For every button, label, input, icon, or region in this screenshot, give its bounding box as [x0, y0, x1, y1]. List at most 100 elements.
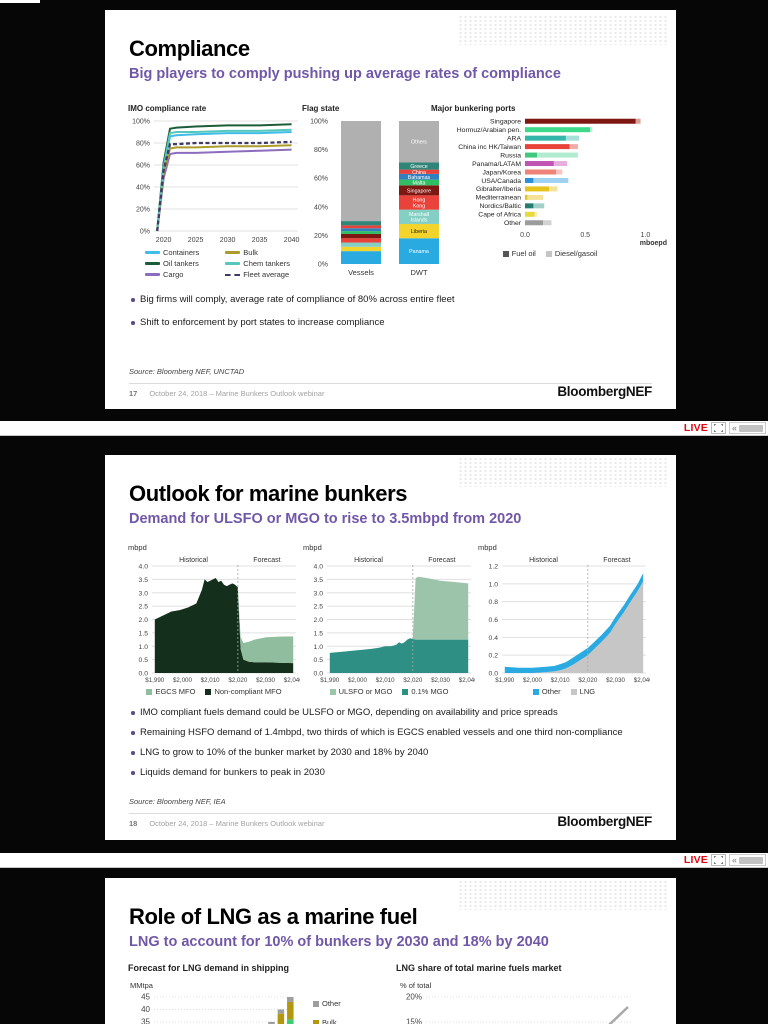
mgo-demand-plot: 0.0 0.5 1.0 1.5 2.0 2.5 3.0 3.5 4.0 Historical For…: [303, 553, 475, 685]
svg-text:Singapore: Singapore: [407, 188, 431, 194]
svg-text:80%: 80%: [136, 141, 150, 148]
lng-demand-forecast-plot: 051015202530354045: [128, 993, 303, 1024]
collapse-icon[interactable]: «: [731, 854, 737, 865]
svg-text:Gibralter/Iberia: Gibralter/Iberia: [476, 186, 521, 193]
svg-text:0.6: 0.6: [489, 617, 499, 624]
legend-swatch: [145, 273, 160, 276]
slide-title: Compliance: [129, 36, 250, 61]
legend-swatch: [145, 262, 160, 265]
legend-swatch: [502, 250, 509, 257]
y-axis-unit: mbpd: [478, 543, 497, 552]
chart-title: Forecast for LNG demand in shipping: [128, 963, 290, 973]
svg-text:Japan/Korea: Japan/Korea: [482, 169, 521, 176]
live-player-bar: LIVE «: [0, 421, 768, 436]
legend-label: Fuel oil: [511, 249, 536, 258]
chart-title: IMO compliance rate: [128, 104, 207, 113]
svg-text:Russia: Russia: [500, 152, 521, 159]
svg-text:2.5: 2.5: [314, 604, 324, 611]
svg-text:$1,990: $1,990: [145, 677, 164, 684]
svg-text:$2,030: $2,030: [431, 677, 450, 684]
lng-other-plot: 0.0 0.2 0.4 0.6 0.8 1.0 1.2 Historical Forecast $…: [478, 553, 650, 685]
player-controls-box: «: [728, 854, 766, 866]
page-number: 17: [129, 389, 138, 398]
legend-label: Other: [322, 999, 341, 1008]
player-controls-box: «: [728, 422, 766, 434]
scrubber-pill[interactable]: [739, 424, 763, 432]
svg-text:Forecast: Forecast: [603, 557, 630, 564]
svg-text:35: 35: [141, 1017, 150, 1024]
bullet-item: LNG to grow to 10% of the bunker market …: [129, 747, 659, 758]
legend-swatch: [313, 1019, 319, 1024]
svg-text:2.5: 2.5: [139, 604, 149, 611]
legend-swatch: [145, 251, 160, 254]
svg-text:$2,040: $2,040: [284, 677, 300, 684]
svg-text:100%: 100%: [310, 119, 328, 126]
legend-swatch: [570, 688, 577, 695]
legend-swatch: [402, 688, 409, 695]
svg-text:China inc HK/Taiwan: China inc HK/Taiwan: [458, 144, 521, 151]
fullscreen-button[interactable]: [710, 854, 726, 866]
svg-text:Singapore: Singapore: [490, 119, 521, 126]
svg-text:$2,020: $2,020: [228, 677, 247, 684]
svg-text:3.5: 3.5: [139, 577, 149, 584]
legend-label: Diesel/gasoil: [554, 249, 598, 258]
bullet-item: Shift to enforcement by port states to i…: [129, 317, 654, 328]
dot-pattern-decoration: [458, 15, 668, 45]
svg-text:60%: 60%: [136, 163, 150, 170]
slide-page-18: Outlook for marine bunkers Demand for UL…: [105, 455, 676, 840]
svg-text:Forecast: Forecast: [428, 557, 455, 564]
legend-label: Chem tankers: [243, 259, 290, 268]
legend-item: Fuel oil: [502, 249, 536, 258]
svg-text:3.5: 3.5: [314, 577, 324, 584]
legend-swatch: [313, 1000, 319, 1007]
legend-label: ULSFO or MGO: [338, 687, 393, 696]
slide-bullets: IMO compliant fuels demand could be ULSF…: [129, 707, 659, 787]
svg-text:$2,000: $2,000: [173, 677, 192, 684]
svg-text:$2,030: $2,030: [606, 677, 625, 684]
legend-swatch: [225, 262, 241, 265]
svg-text:20%: 20%: [314, 233, 328, 240]
y-axis-unit: mbpd: [303, 543, 322, 552]
svg-text:DWT: DWT: [410, 268, 427, 277]
svg-text:20%: 20%: [406, 993, 422, 1002]
legend-item: 0.1% MGO: [402, 687, 448, 696]
svg-text:100%: 100%: [132, 119, 150, 126]
svg-text:0.0: 0.0: [520, 232, 530, 239]
svg-text:Forecast: Forecast: [253, 557, 280, 564]
legend-item: Other: [313, 999, 341, 1008]
flag-state-chart: Flag state 0% 20% 40% 60% 80% 100% Vessels Pana…: [302, 104, 454, 277]
chart-title: Major bunkering ports: [431, 104, 516, 113]
svg-text:1.0: 1.0: [139, 644, 149, 651]
scrubber-pill[interactable]: [739, 856, 763, 864]
svg-text:0%: 0%: [140, 229, 150, 236]
svg-text:2030: 2030: [220, 237, 236, 244]
svg-text:0.0: 0.0: [314, 671, 324, 678]
svg-text:Historical: Historical: [529, 557, 558, 564]
svg-text:0.2: 0.2: [489, 653, 499, 660]
slide-subtitle: Big players to comply pushing up average…: [129, 66, 561, 82]
legend-swatch: [532, 688, 539, 695]
svg-text:2.0: 2.0: [314, 617, 324, 624]
source-note: Source: Bloomberg NEF, UNCTAD: [129, 367, 245, 376]
collapse-icon[interactable]: «: [731, 422, 737, 433]
svg-text:Cape of Africa: Cape of Africa: [478, 212, 521, 219]
svg-text:Marshall: Marshall: [409, 212, 429, 218]
slide-footer: 18 October 24, 2018 – Marine Bunkers Outl…: [129, 819, 324, 828]
legend-item: Fleet average: [225, 270, 290, 279]
legend-item: Chem tankers: [225, 259, 290, 268]
svg-text:$2,000: $2,000: [348, 677, 367, 684]
legend-swatch: [205, 688, 212, 695]
fullscreen-button[interactable]: [710, 422, 726, 434]
svg-text:80%: 80%: [314, 147, 328, 154]
slide-bullets: Big firms will comply, average rate of c…: [129, 294, 654, 340]
svg-text:Other: Other: [504, 220, 522, 227]
page-number: 18: [129, 819, 138, 828]
lng-other-chart: mbpd 0.0 0.2 0.4 0.6 0.8 1.0 1.2 Historical Fore…: [478, 543, 650, 696]
bloombergnef-logo: BloombergNEF: [557, 814, 652, 829]
chart-title: Flag state: [302, 104, 340, 113]
slide-page-17: Compliance Big players to comply pushing…: [105, 10, 676, 409]
svg-text:2025: 2025: [188, 237, 204, 244]
svg-text:15%: 15%: [406, 1018, 422, 1024]
svg-text:45: 45: [141, 993, 150, 1002]
